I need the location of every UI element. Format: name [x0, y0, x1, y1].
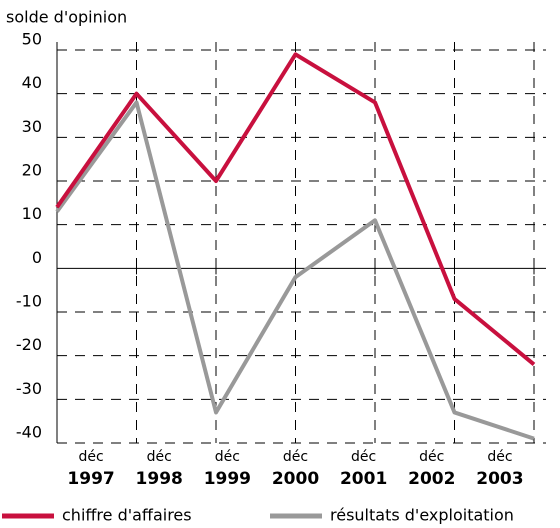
x-tick-label: 2003: [476, 469, 523, 489]
x-tick-label: 2002: [408, 469, 455, 489]
x-tick-prefix: déc: [283, 449, 308, 465]
legend-label: chiffre d'affaires: [62, 506, 192, 525]
x-tick-prefix: déc: [351, 449, 376, 465]
x-tick-prefix: déc: [215, 449, 240, 465]
x-tick-label: 1999: [204, 469, 251, 489]
x-tick-label: 2000: [272, 469, 319, 489]
x-tick-label: 1997: [67, 469, 114, 489]
x-tick-prefix: déc: [487, 449, 512, 465]
legend-label: résultats d'exploitation: [330, 506, 514, 525]
y-tick-label: 20: [22, 161, 42, 180]
y-tick-label: -10: [16, 292, 42, 311]
line-series: [55, 52, 536, 366]
y-tick-label: 0: [32, 248, 42, 267]
x-tick-prefix: déc: [419, 449, 444, 465]
y-tick-label: -30: [16, 379, 42, 398]
y-tick-label: 50: [22, 30, 42, 49]
line-series: [55, 100, 535, 441]
x-tick-label: 1998: [136, 469, 183, 489]
y-tick-label: -40: [16, 423, 42, 442]
y-tick-label: 10: [22, 204, 42, 223]
y-tick-label: 30: [22, 117, 42, 136]
x-tick-label: 2001: [340, 469, 387, 489]
y-tick-label: -20: [16, 335, 42, 354]
y-axis-label: solde d'opinion: [6, 8, 127, 27]
x-tick-prefix: déc: [147, 449, 172, 465]
y-tick-label: 40: [22, 73, 42, 92]
x-tick-prefix: déc: [78, 449, 103, 465]
